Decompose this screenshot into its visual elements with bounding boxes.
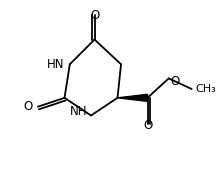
Text: CH₃: CH₃ [195, 84, 216, 94]
Text: NH: NH [70, 105, 88, 119]
Text: HN: HN [47, 58, 64, 71]
Polygon shape [117, 94, 148, 101]
Text: O: O [90, 9, 99, 22]
Text: O: O [143, 119, 152, 132]
Text: O: O [170, 75, 180, 88]
Text: O: O [24, 100, 33, 113]
